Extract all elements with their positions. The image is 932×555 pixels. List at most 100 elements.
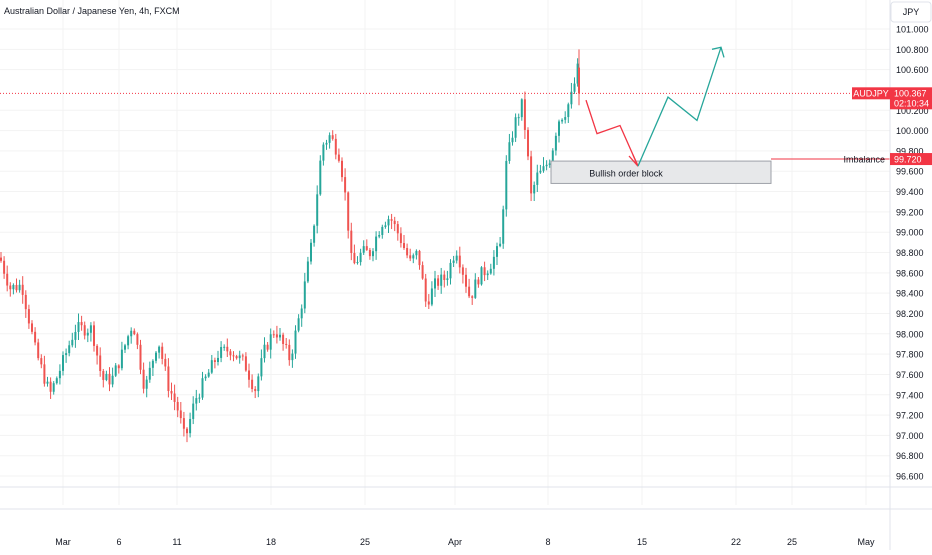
- candle: [548, 159, 551, 168]
- candle: [217, 350, 219, 366]
- price-tick-label: 99.800: [896, 146, 924, 156]
- candle: [446, 270, 449, 286]
- candle-body: [189, 418, 192, 434]
- candle: [136, 332, 139, 350]
- candle: [275, 325, 278, 344]
- candle: [244, 352, 247, 372]
- candle-body: [223, 346, 226, 348]
- candle-body: [527, 129, 529, 157]
- candle: [46, 376, 49, 387]
- candle: [303, 272, 306, 314]
- candle: [213, 357, 216, 369]
- candle: [71, 332, 74, 348]
- candle-body: [480, 267, 483, 285]
- candle: [449, 259, 452, 285]
- candle-body: [492, 256, 495, 269]
- candle-body: [142, 369, 145, 389]
- candle-body: [331, 135, 334, 139]
- candle-body: [111, 375, 114, 385]
- candle-body: [347, 192, 350, 231]
- candle: [111, 367, 114, 388]
- candle-body: [80, 322, 83, 326]
- candle-body: [403, 243, 405, 249]
- price-axis[interactable]: 101.000 100.800 100.600 100.200 100.000 99.80…: [889, 0, 932, 550]
- candle: [142, 362, 145, 394]
- candle-body: [139, 344, 142, 370]
- candle-body: [406, 248, 409, 256]
- candle: [570, 82, 573, 109]
- candle: [384, 221, 387, 229]
- candle-body: [468, 286, 471, 297]
- candle-body: [381, 226, 384, 235]
- candle: [316, 185, 319, 234]
- candle: [49, 377, 52, 399]
- candle: [393, 216, 396, 232]
- candle: [58, 364, 61, 385]
- time-tick-label: 11: [172, 537, 181, 547]
- candle-body: [337, 154, 340, 161]
- candle: [294, 325, 297, 359]
- candle: [117, 364, 120, 374]
- candle: [353, 244, 356, 265]
- candle: [415, 249, 418, 260]
- candle-body: [368, 249, 371, 257]
- price-tick-label: 98.400: [896, 289, 924, 299]
- candle-body: [505, 160, 508, 210]
- candle-body: [99, 355, 102, 371]
- candle-body: [474, 279, 477, 298]
- imbalance-price-value: 99.720: [894, 155, 922, 165]
- time-axis[interactable]: Mar 6 11 18 25 Apr 8 15 22 25 May: [0, 486, 932, 547]
- candle-body: [96, 345, 99, 356]
- candle-body: [393, 220, 396, 225]
- candle: [567, 102, 570, 123]
- candle: [530, 150, 533, 202]
- candle-body: [210, 360, 213, 373]
- candle: [130, 327, 133, 344]
- candle: [158, 345, 161, 359]
- candle-body: [554, 135, 557, 151]
- candle-body: [300, 308, 303, 319]
- projection-up-leg: [637, 47, 722, 167]
- currency-button[interactable]: [890, 1, 932, 23]
- candle: [325, 139, 328, 150]
- candle: [378, 231, 381, 239]
- candle-body: [176, 401, 179, 411]
- price-tick-label: 98.000: [896, 329, 924, 339]
- candle: [542, 157, 545, 173]
- candle-body: [43, 364, 46, 384]
- candle: [179, 401, 182, 424]
- candle: [306, 256, 309, 284]
- candle-body: [471, 296, 474, 298]
- candle: [238, 350, 241, 364]
- candle-body: [514, 117, 517, 138]
- time-tick-label: 8: [545, 537, 550, 547]
- candle-body: [46, 381, 49, 384]
- candle: [133, 328, 136, 336]
- candle: [55, 376, 58, 385]
- price-tick-label: 100.000: [896, 126, 929, 136]
- projection-path[interactable]: [585, 46, 725, 167]
- candle-body: [430, 288, 433, 305]
- candle: [406, 243, 409, 259]
- candle-body: [220, 347, 223, 358]
- candle-body: [9, 285, 12, 290]
- candle-body: [322, 144, 325, 161]
- candle: [266, 342, 269, 352]
- candle: [0, 252, 2, 263]
- candle-body: [58, 370, 61, 379]
- candle-body: [52, 383, 55, 392]
- candle-body: [86, 332, 89, 336]
- candle-body: [68, 345, 71, 354]
- currency-label: JPY: [903, 7, 920, 17]
- bullish-order-block[interactable]: [550, 160, 772, 184]
- candle: [381, 224, 384, 239]
- candle: [347, 191, 350, 239]
- symbol-title: Australian Dollar / Japanese Yen, 4h, FX…: [4, 6, 180, 16]
- candle-body: [251, 379, 254, 390]
- candle: [471, 295, 474, 305]
- price-tick-label: 99.200: [896, 207, 924, 217]
- candle: [195, 389, 198, 411]
- candle-body: [77, 322, 80, 332]
